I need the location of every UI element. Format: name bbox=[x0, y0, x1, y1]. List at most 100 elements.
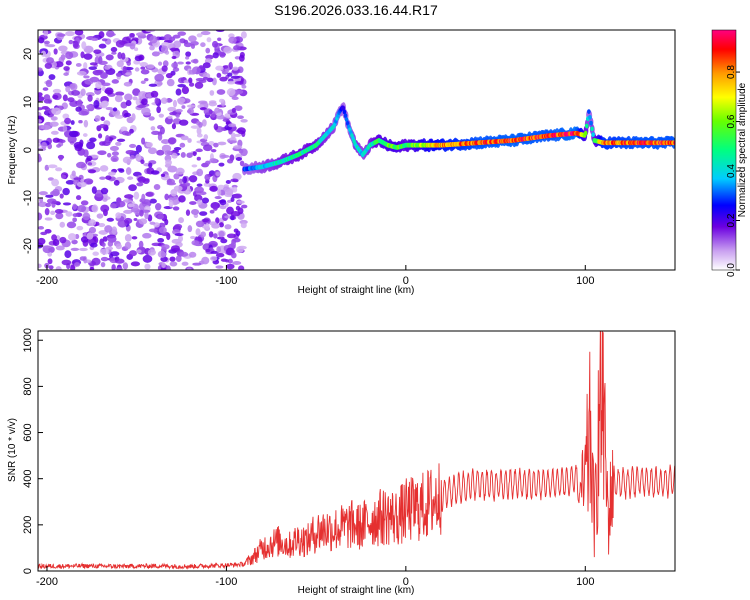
noise-blob bbox=[218, 222, 224, 228]
noise-blob bbox=[149, 221, 156, 225]
noise-blob bbox=[118, 168, 125, 173]
noise-blob bbox=[99, 165, 109, 172]
noise-blob bbox=[96, 213, 104, 219]
noise-blob bbox=[94, 115, 101, 122]
noise-blob bbox=[209, 209, 215, 214]
ridge-core bbox=[344, 117, 349, 122]
noise-blob bbox=[144, 77, 149, 82]
noise-blob bbox=[234, 56, 241, 60]
noise-blob bbox=[64, 250, 72, 259]
ridge-core bbox=[588, 114, 592, 120]
noise-blob bbox=[95, 69, 104, 74]
noise-blob bbox=[240, 118, 248, 123]
noise-blob bbox=[104, 65, 111, 70]
noise-blob bbox=[83, 75, 90, 79]
noise-blob bbox=[228, 36, 237, 44]
noise-blob bbox=[140, 80, 146, 85]
noise-blob bbox=[136, 104, 146, 109]
noise-blob bbox=[144, 211, 149, 220]
noise-blob bbox=[192, 151, 197, 157]
noise-blob bbox=[153, 184, 161, 191]
colorbar-label: Normalized spectral amplitude bbox=[737, 82, 748, 217]
noise-blob bbox=[213, 123, 219, 131]
noise-blob bbox=[165, 265, 171, 270]
noise-blob bbox=[175, 108, 183, 113]
noise-blob bbox=[230, 178, 239, 183]
noise-blob bbox=[79, 256, 87, 261]
noise-blob bbox=[40, 50, 47, 57]
noise-blob bbox=[62, 125, 68, 132]
noise-blob bbox=[195, 228, 201, 236]
noise-blob bbox=[238, 54, 245, 62]
noise-blob bbox=[235, 157, 243, 161]
noise-blob bbox=[50, 116, 58, 121]
noise-blob bbox=[98, 43, 107, 49]
noise-blob bbox=[167, 137, 177, 145]
noise-blob bbox=[38, 154, 42, 162]
noise-blob bbox=[180, 135, 189, 141]
noise-blob bbox=[188, 77, 193, 84]
noise-blob bbox=[233, 193, 243, 199]
noise-blob bbox=[105, 175, 112, 180]
noise-blob bbox=[177, 31, 187, 36]
noise-blob bbox=[38, 226, 45, 230]
noise-blob bbox=[43, 40, 50, 45]
noise-blob bbox=[218, 162, 225, 167]
noise-blob bbox=[155, 202, 162, 211]
noise-blob bbox=[233, 45, 241, 51]
noise-blob bbox=[140, 66, 146, 70]
noise-blob bbox=[169, 47, 180, 52]
noise-blob bbox=[149, 45, 155, 51]
noise-blob bbox=[99, 123, 106, 129]
ridge-core bbox=[341, 105, 346, 111]
noise-blob bbox=[146, 64, 155, 69]
noise-blob bbox=[174, 223, 183, 230]
noise-blob bbox=[101, 242, 106, 247]
noise-blob bbox=[115, 267, 123, 270]
noise-blob bbox=[233, 89, 244, 95]
noise-blob bbox=[125, 72, 133, 76]
noise-blob bbox=[196, 183, 203, 187]
noise-blob bbox=[110, 155, 119, 163]
noise-blob bbox=[190, 235, 196, 240]
noise-blob bbox=[63, 72, 69, 76]
noise-blob bbox=[51, 107, 62, 116]
noise-blob bbox=[134, 55, 143, 62]
noise-blob bbox=[65, 31, 75, 37]
noise-blob bbox=[125, 167, 132, 175]
noise-blob bbox=[111, 51, 117, 55]
noise-blob bbox=[123, 81, 132, 87]
top-y-tick-label: 10 bbox=[22, 96, 34, 108]
noise-blob bbox=[132, 96, 138, 101]
noise-blob bbox=[125, 149, 136, 155]
noise-blob bbox=[59, 193, 64, 199]
noise-blob bbox=[200, 42, 206, 48]
noise-blob bbox=[98, 60, 108, 66]
noise-blob bbox=[74, 30, 84, 36]
noise-blob bbox=[45, 79, 53, 88]
noise-blob bbox=[109, 203, 118, 209]
noise-blob bbox=[129, 128, 134, 134]
noise-blob bbox=[83, 62, 88, 70]
noise-blob bbox=[53, 48, 58, 55]
noise-blob bbox=[194, 186, 205, 194]
noise-blob bbox=[121, 130, 130, 136]
noise-blob bbox=[135, 32, 146, 37]
noise-blob bbox=[173, 40, 182, 49]
noise-blob bbox=[49, 121, 59, 127]
noise-blob bbox=[110, 46, 118, 53]
noise-blob bbox=[233, 228, 239, 233]
noise-blob bbox=[166, 182, 177, 186]
noise-blob bbox=[165, 159, 172, 166]
noise-blob bbox=[99, 141, 106, 146]
noise-blob bbox=[188, 82, 195, 87]
noise-blob bbox=[216, 246, 221, 253]
snr-panel: -200 -100 0 100 0 200 400 600 800 1000 Height of… bbox=[7, 328, 676, 596]
noise-blob bbox=[170, 189, 178, 197]
bottom-x-axis-label: Height of straight line (km) bbox=[298, 585, 415, 596]
noise-blob bbox=[100, 116, 105, 122]
noise-blob bbox=[232, 186, 238, 193]
noise-blob bbox=[72, 203, 78, 210]
noise-blob bbox=[38, 107, 44, 111]
noise-blob bbox=[177, 61, 184, 65]
